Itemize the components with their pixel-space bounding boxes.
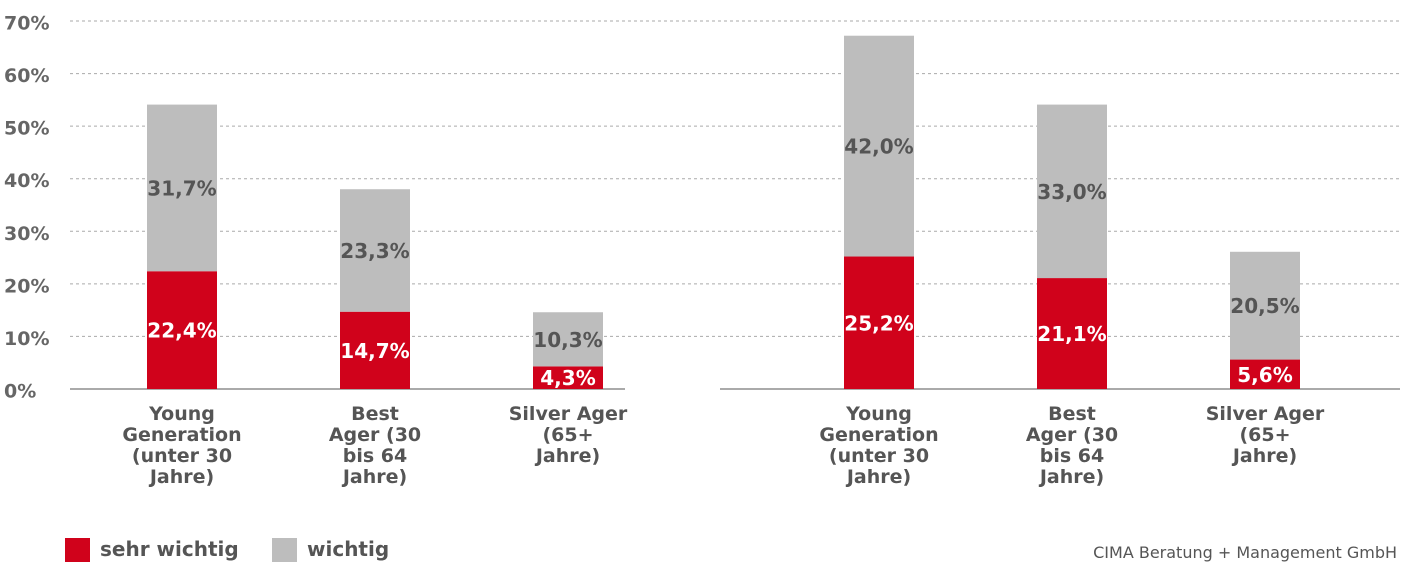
y-tick-label: 30%	[4, 223, 49, 245]
value-label: 42,0%	[844, 135, 913, 159]
bar-segment	[147, 271, 217, 389]
value-label: 25,2%	[844, 311, 913, 335]
value-label: 23,3%	[340, 239, 409, 263]
y-tick-label: 50%	[4, 118, 49, 140]
value-label: 31,7%	[147, 176, 216, 200]
bar-segment	[340, 189, 410, 312]
bar-segment	[844, 35, 914, 257]
source: CIMA Beratung + Management GmbH	[1093, 543, 1397, 562]
x-tick-label: Young Generation (unter 30 Jahre)	[819, 403, 939, 488]
bar-segment	[533, 366, 603, 389]
bar-segment	[1037, 104, 1107, 279]
value-label: 20,5%	[1230, 294, 1299, 318]
y-tick-label: 60%	[4, 65, 49, 87]
y-tick-label: 40%	[4, 170, 49, 192]
value-label: 33,0%	[1037, 180, 1106, 204]
y-tick-label: 10%	[4, 328, 49, 350]
x-tick-label: Silver Ager (65+ Jahre)	[1205, 403, 1325, 467]
legend-swatch	[272, 538, 297, 562]
value-label: 21,1%	[1037, 322, 1106, 346]
bar-segment	[533, 312, 603, 367]
value-label: 4,3%	[540, 366, 595, 390]
legend-swatch	[65, 538, 90, 562]
x-tick-label: Best Ager (30 bis 64 Jahre)	[1025, 403, 1119, 488]
x-tick-label: Best Ager (30 bis 64 Jahre)	[328, 403, 422, 488]
x-tick-label: Young Generation (unter 30 Jahre)	[122, 403, 242, 488]
bar-segment	[1037, 278, 1107, 389]
x-tick-label: Silver Ager (65+ Jahre)	[508, 403, 628, 467]
value-label: 5,6%	[1237, 363, 1292, 387]
value-label: 14,7%	[340, 339, 409, 363]
y-tick-label: 70%	[4, 13, 49, 35]
bar-segment	[147, 104, 217, 272]
legend-label: sehr wichtig	[100, 537, 239, 561]
y-tick-label: 20%	[4, 275, 49, 297]
bar-segment	[1230, 359, 1300, 389]
bar-segment	[1230, 251, 1300, 360]
bar-segment	[844, 256, 914, 389]
legend-label: wichtig	[307, 537, 390, 561]
y-tick-label: 0%	[4, 381, 36, 403]
value-label: 10,3%	[533, 328, 602, 352]
bar-segment	[340, 311, 410, 389]
value-label: 22,4%	[147, 319, 216, 343]
